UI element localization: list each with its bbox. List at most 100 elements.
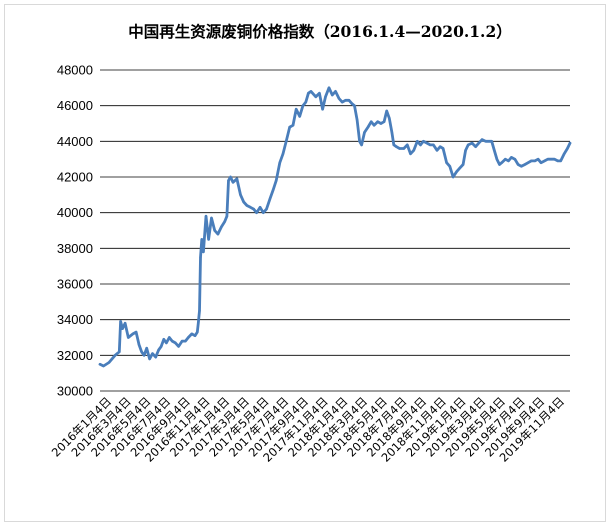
data-point	[487, 140, 490, 143]
data-point	[331, 93, 334, 97]
data-point	[526, 161, 530, 164]
data-point	[337, 97, 341, 100]
data-point	[199, 256, 202, 259]
data-point	[213, 229, 216, 232]
data-point	[204, 215, 208, 218]
data-point	[360, 143, 363, 147]
data-point	[458, 166, 461, 170]
data-point	[249, 206, 252, 209]
data-point	[523, 163, 527, 166]
data-point	[425, 141, 429, 145]
data-point	[451, 175, 455, 179]
data-point	[406, 143, 409, 147]
data-point	[477, 141, 480, 145]
data-point	[304, 100, 307, 104]
data-point	[239, 193, 242, 196]
data-point	[118, 350, 121, 353]
data-point	[351, 102, 354, 106]
data-point	[198, 309, 201, 312]
data-point	[278, 161, 281, 164]
data-point	[395, 145, 398, 148]
data-point	[327, 86, 331, 90]
data-point	[223, 220, 226, 223]
y-tick-label: 38000	[57, 241, 93, 256]
data-point	[140, 350, 143, 353]
data-point	[225, 215, 229, 218]
y-tick-label: 34000	[57, 312, 93, 327]
data-point	[298, 115, 301, 118]
data-point	[498, 163, 501, 166]
data-point	[196, 330, 199, 334]
data-point	[516, 163, 520, 166]
data-point	[568, 141, 572, 145]
data-point	[262, 211, 265, 214]
data-point	[123, 322, 127, 325]
data-point	[543, 159, 546, 163]
data-point	[187, 336, 190, 339]
data-point	[231, 181, 235, 184]
data-point	[533, 159, 537, 163]
data-point	[107, 361, 111, 364]
data-point	[480, 138, 484, 141]
data-point	[102, 364, 105, 368]
data-point	[334, 90, 337, 93]
data-point	[200, 238, 203, 241]
data-point	[174, 341, 177, 345]
data-point	[370, 120, 373, 123]
data-point	[355, 118, 359, 122]
data-point	[553, 158, 556, 161]
data-point	[493, 149, 496, 152]
data-point	[429, 143, 432, 147]
data-point	[165, 341, 168, 345]
data-point	[344, 99, 347, 102]
data-point	[145, 347, 148, 350]
data-point	[566, 147, 569, 150]
data-point	[137, 343, 141, 346]
data-point	[229, 175, 232, 179]
data-point	[510, 156, 513, 159]
data-point	[113, 354, 117, 357]
data-point	[220, 225, 223, 229]
data-point	[242, 200, 245, 204]
data-point	[207, 238, 210, 241]
data-point	[291, 124, 295, 127]
data-point	[341, 100, 344, 104]
data-point	[412, 149, 415, 152]
data-point	[441, 147, 445, 150]
gridlines	[100, 69, 570, 392]
y-tick-label: 32000	[57, 348, 93, 363]
data-point	[385, 109, 388, 113]
data-point	[151, 352, 154, 355]
data-point	[134, 330, 138, 334]
data-point	[530, 159, 533, 163]
data-point	[379, 122, 383, 125]
data-point	[353, 104, 356, 107]
data-point	[539, 161, 543, 164]
chart-title: 中国再生资源废铜价格指数（2016.1.4—2020.1.2）	[128, 22, 512, 41]
data-point	[470, 141, 474, 145]
data-point	[563, 152, 566, 155]
data-point	[235, 177, 239, 180]
y-tick-label: 36000	[57, 277, 93, 292]
data-point	[347, 99, 351, 102]
data-point	[98, 363, 102, 366]
data-point	[376, 120, 379, 123]
y-tick-label: 42000	[57, 170, 93, 185]
data-point	[422, 140, 425, 143]
data-point	[309, 90, 313, 93]
data-point	[148, 357, 151, 361]
data-point	[416, 140, 419, 143]
data-point	[439, 145, 442, 148]
data-point	[484, 140, 487, 143]
chart-frame	[4, 4, 606, 522]
data-point	[268, 197, 272, 200]
data-point	[142, 354, 146, 357]
y-axis-tick-labels: 30000 32000 34000 36000 38000 40000 42000 44000…	[57, 63, 93, 399]
data-point	[258, 206, 262, 209]
data-point	[500, 161, 503, 164]
data-point	[546, 158, 549, 161]
data-point	[275, 179, 278, 182]
data-point	[193, 334, 197, 337]
data-point	[285, 140, 288, 143]
